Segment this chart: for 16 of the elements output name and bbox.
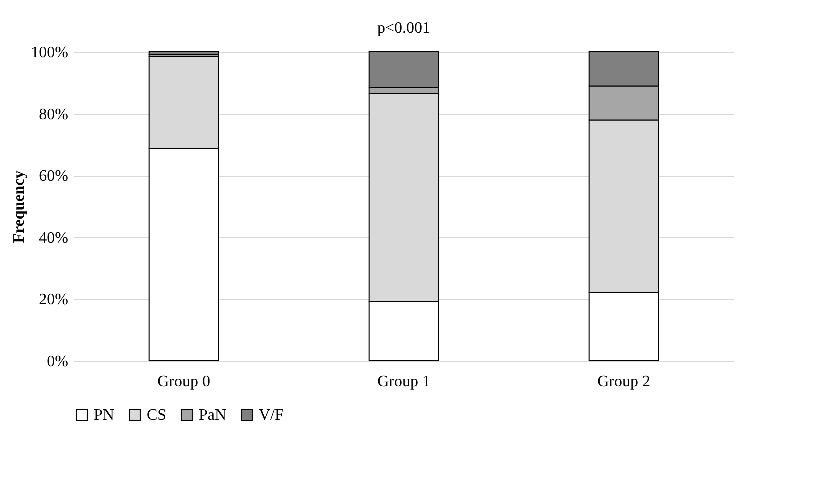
y-tick-label: 20%	[39, 292, 68, 309]
y-tick-label: 0%	[47, 354, 68, 370]
legend-label: CS	[147, 407, 167, 424]
x-tick-label: Group 0	[158, 374, 210, 390]
x-tick-label: Group 2	[598, 374, 650, 390]
x-tick-label: Group 1	[378, 374, 430, 390]
chart-title: p<0.001	[377, 20, 431, 37]
legend-label: V/F	[259, 407, 284, 424]
y-tick-label: 80%	[39, 106, 68, 124]
y-tick-label: 40%	[39, 230, 68, 247]
y-tick-label: 100%	[31, 44, 68, 62]
y-axis-title: Frequency	[11, 170, 28, 244]
legend-label: PN	[94, 407, 115, 424]
y-tick-label: 60%	[39, 168, 68, 186]
legend-label: PaN	[199, 407, 227, 424]
bar	[148, 52, 220, 55]
